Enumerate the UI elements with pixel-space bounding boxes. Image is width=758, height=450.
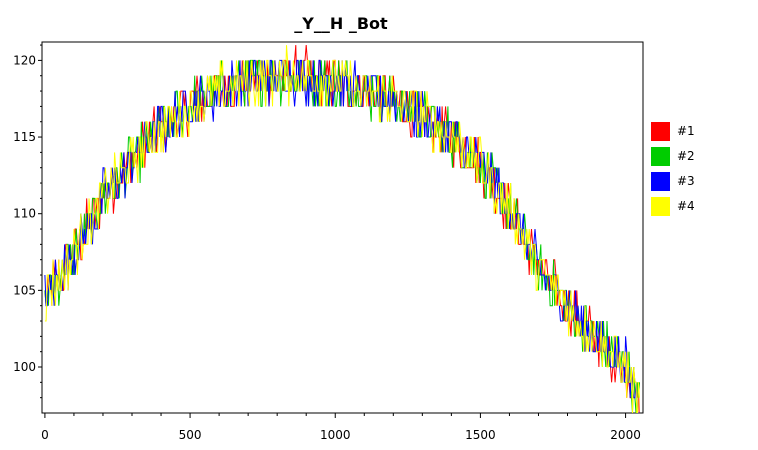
x-tick-label: 500 [179,428,202,442]
legend-swatch-4 [651,197,670,216]
legend-swatch-2 [651,147,670,166]
legend-label-2: #2 [677,149,695,163]
y-tick-label: 115 [13,130,36,144]
legend: #1 #2 #3 #4 [651,122,695,216]
y-tick-label: 105 [13,283,36,297]
x-tick-label: 1000 [320,428,351,442]
legend-label-4: #4 [677,199,695,213]
y-tick-label: 120 [13,53,36,67]
x-axis: 0 500 1000 1500 2000 [41,413,641,442]
legend-label-1: #1 [677,124,695,138]
series-line-4 [44,45,640,413]
plot-area [41,41,644,414]
series-group [44,45,640,413]
y-tick-label: 100 [13,360,36,374]
y-axis: 100 105 110 115 120 [13,44,42,399]
x-tick-label: 1500 [465,428,496,442]
x-tick-label: 2000 [610,428,641,442]
y-tick-label: 110 [13,207,36,221]
legend-swatch-3 [651,172,670,191]
legend-label-3: #3 [677,174,695,188]
plot-frame [41,41,644,414]
chart-title: _Y__H _Bot [294,14,388,33]
x-tick-label: 0 [41,428,49,442]
legend-swatch-1 [651,122,670,141]
